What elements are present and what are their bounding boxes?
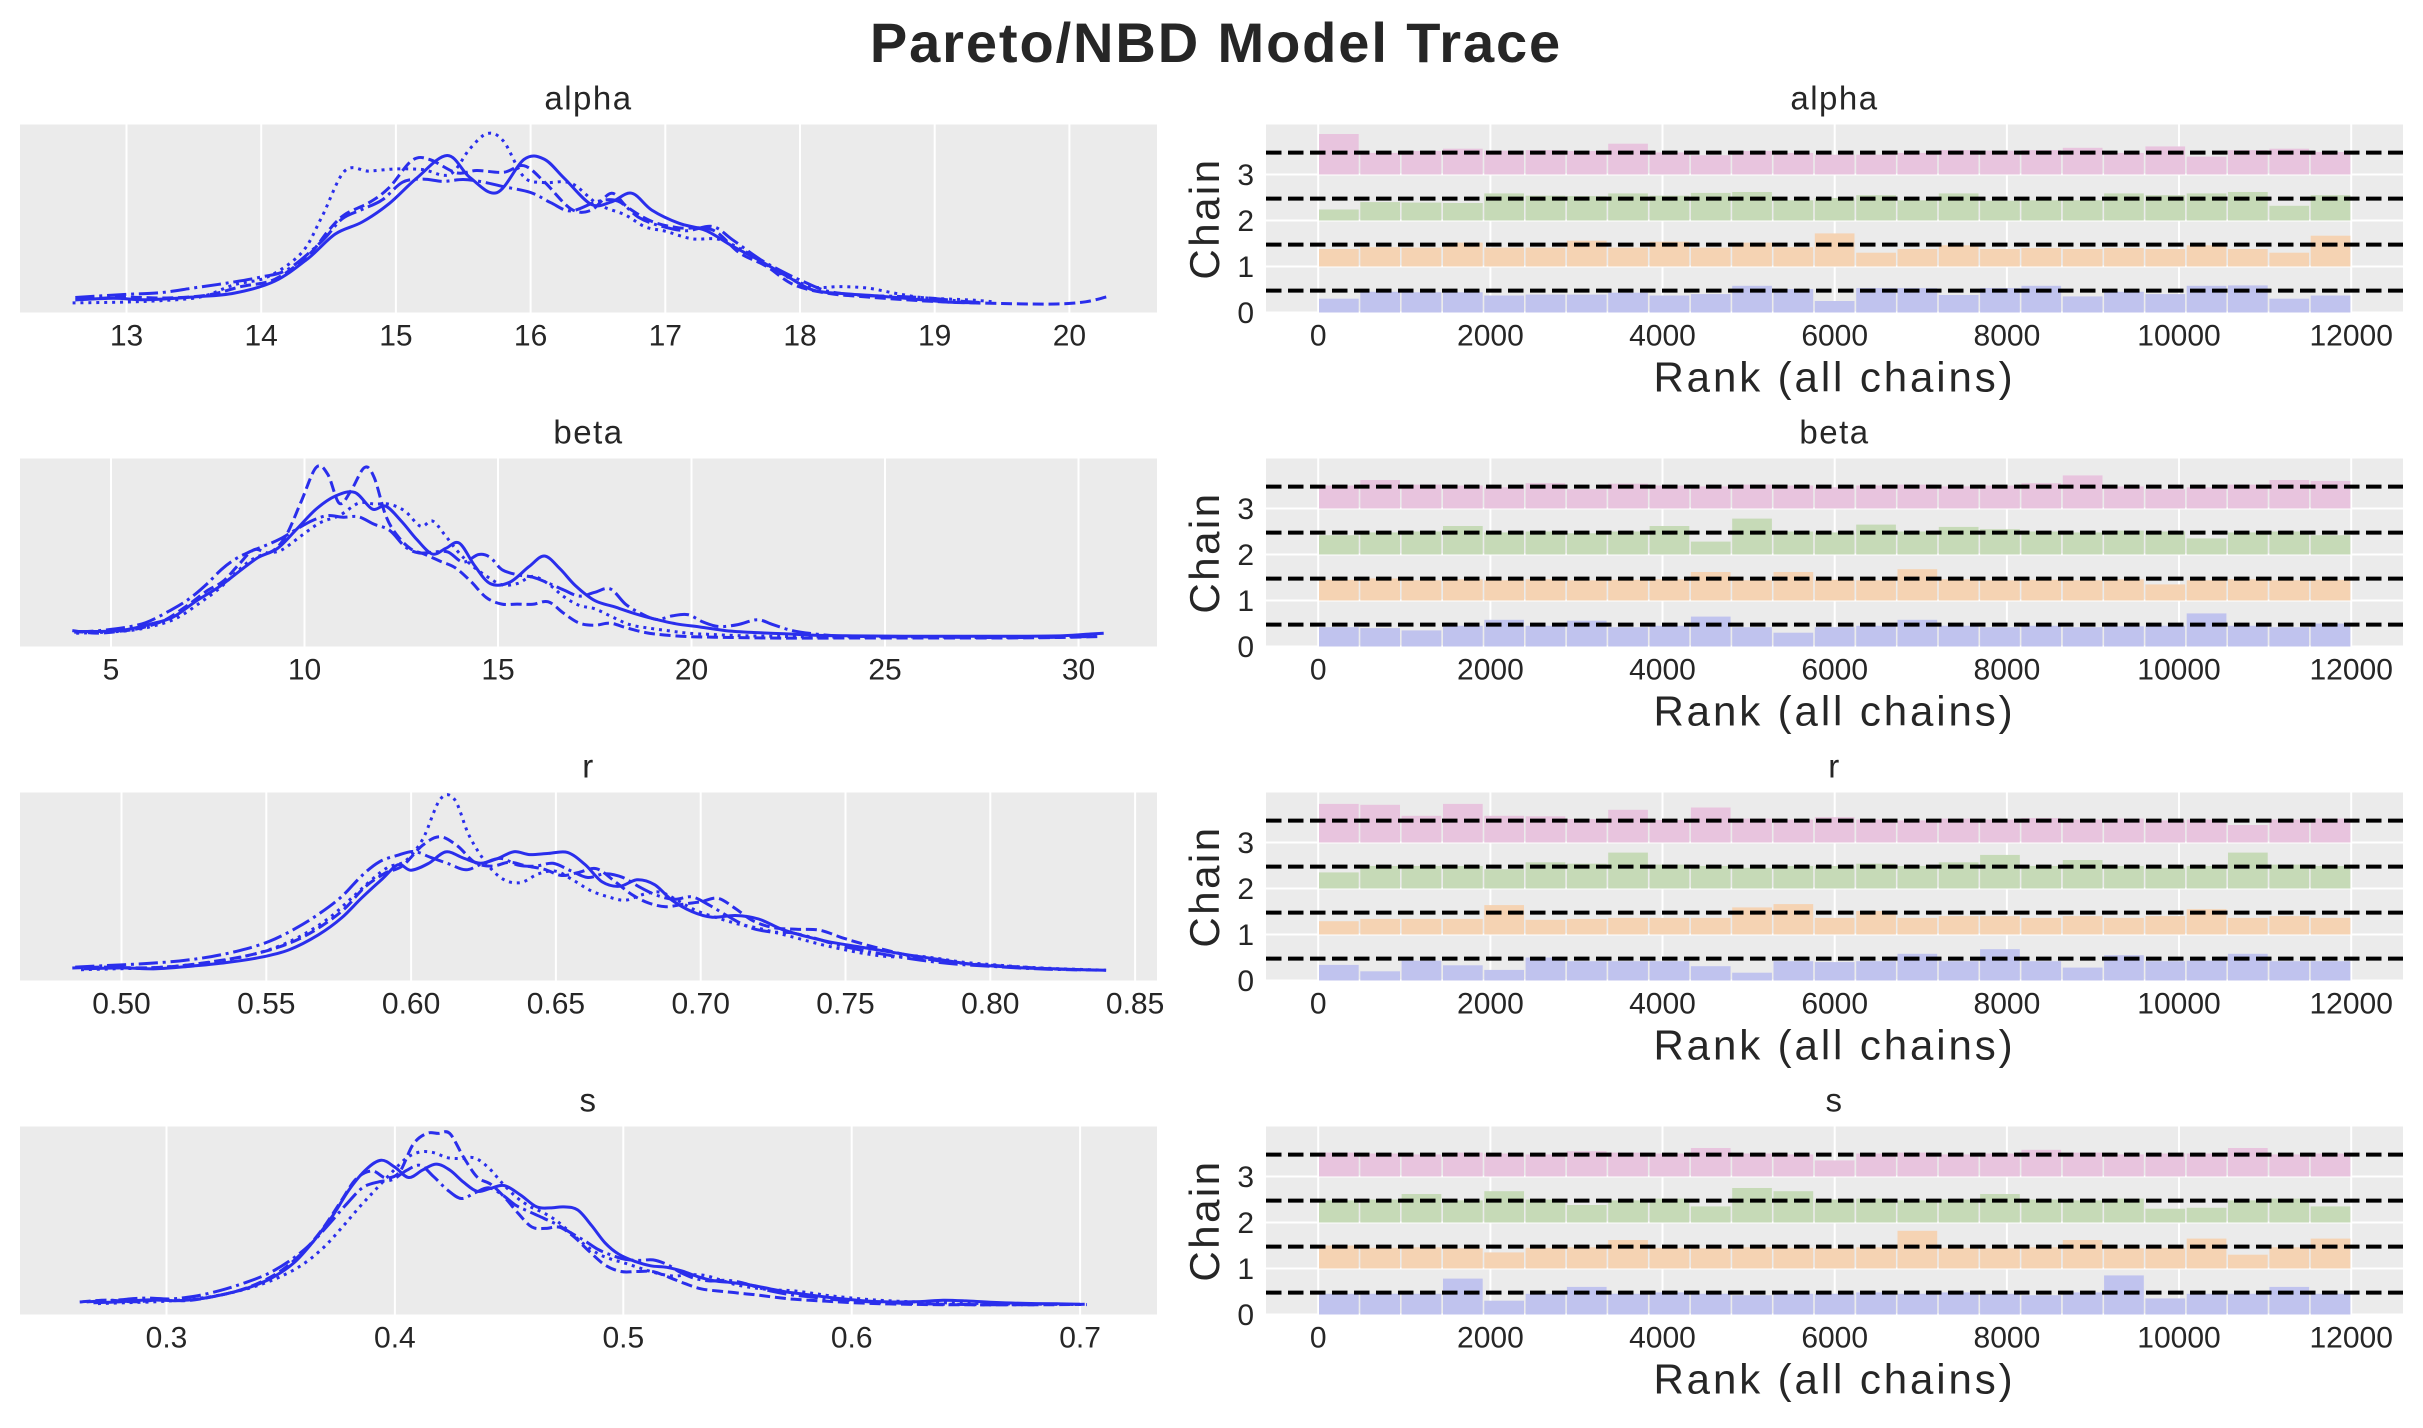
svg-text:Rank (all chains): Rank (all chains) [1653,1022,2015,1069]
svg-text:1: 1 [1237,251,1254,284]
svg-text:r: r [1828,748,1841,785]
svg-text:0: 0 [1310,320,1327,353]
svg-text:15: 15 [481,654,514,687]
svg-text:beta: beta [553,414,623,451]
svg-text:alpha: alpha [1790,80,1878,117]
svg-text:12000: 12000 [2309,654,2392,687]
svg-text:18: 18 [783,320,816,353]
svg-text:10000: 10000 [2137,654,2220,687]
svg-text:Chain: Chain [1181,1159,1228,1281]
svg-text:0.70: 0.70 [672,988,730,1021]
svg-text:4000: 4000 [1629,654,1696,687]
svg-text:16: 16 [514,320,547,353]
svg-text:0.4: 0.4 [374,1322,416,1355]
svg-text:8000: 8000 [1974,320,2041,353]
svg-text:0: 0 [1310,988,1327,1021]
svg-text:1: 1 [1237,1253,1254,1286]
svg-text:4000: 4000 [1629,988,1696,1021]
svg-text:0.7: 0.7 [1059,1322,1101,1355]
svg-text:r: r [582,748,595,785]
svg-text:3: 3 [1237,1161,1254,1194]
svg-text:0.3: 0.3 [146,1322,188,1355]
svg-text:6000: 6000 [1801,654,1868,687]
svg-text:20: 20 [1053,320,1086,353]
svg-text:Rank (all chains): Rank (all chains) [1653,688,2015,735]
svg-text:2: 2 [1237,205,1254,238]
svg-text:6000: 6000 [1801,988,1868,1021]
svg-text:12000: 12000 [2309,988,2392,1021]
svg-text:0.65: 0.65 [527,988,585,1021]
svg-text:0: 0 [1237,297,1254,330]
svg-text:2: 2 [1237,873,1254,906]
svg-text:0: 0 [1237,631,1254,664]
svg-text:0.6: 0.6 [831,1322,873,1355]
svg-text:0.85: 0.85 [1106,988,1164,1021]
svg-text:3: 3 [1237,827,1254,860]
svg-text:alpha: alpha [544,80,632,117]
svg-text:8000: 8000 [1974,988,2041,1021]
svg-text:10000: 10000 [2137,988,2220,1021]
svg-text:s: s [580,1082,598,1119]
svg-text:15: 15 [379,320,412,353]
svg-text:0.55: 0.55 [237,988,295,1021]
svg-text:10000: 10000 [2137,320,2220,353]
svg-text:0: 0 [1237,1299,1254,1332]
svg-text:14: 14 [245,320,278,353]
svg-text:12000: 12000 [2309,1322,2392,1355]
svg-text:Chain: Chain [1181,825,1228,947]
svg-text:10: 10 [288,654,321,687]
svg-text:6000: 6000 [1801,320,1868,353]
svg-text:19: 19 [918,320,951,353]
svg-text:5: 5 [103,654,120,687]
svg-text:2000: 2000 [1457,988,1524,1021]
svg-text:0: 0 [1310,654,1327,687]
svg-text:1: 1 [1237,919,1254,952]
svg-text:8000: 8000 [1974,654,2041,687]
svg-text:30: 30 [1062,654,1095,687]
svg-text:4000: 4000 [1629,320,1696,353]
svg-text:2: 2 [1237,539,1254,572]
svg-text:13: 13 [110,320,143,353]
svg-text:0.60: 0.60 [382,988,440,1021]
svg-text:0: 0 [1237,965,1254,998]
svg-text:12000: 12000 [2309,320,2392,353]
svg-text:2: 2 [1237,1207,1254,1240]
svg-text:2000: 2000 [1457,1322,1524,1355]
svg-text:Rank (all chains): Rank (all chains) [1653,1356,2015,1403]
svg-text:4000: 4000 [1629,1322,1696,1355]
svg-text:10000: 10000 [2137,1322,2220,1355]
svg-text:17: 17 [649,320,682,353]
svg-text:3: 3 [1237,493,1254,526]
svg-text:0.50: 0.50 [92,988,150,1021]
svg-text:Chain: Chain [1181,157,1228,279]
svg-text:2000: 2000 [1457,654,1524,687]
svg-text:3: 3 [1237,159,1254,192]
svg-text:beta: beta [1799,414,1869,451]
svg-text:20: 20 [675,654,708,687]
svg-text:s: s [1826,1082,1844,1119]
svg-text:0.75: 0.75 [816,988,874,1021]
svg-text:0: 0 [1310,1322,1327,1355]
svg-text:0.5: 0.5 [602,1322,644,1355]
svg-text:25: 25 [868,654,901,687]
svg-text:1: 1 [1237,585,1254,618]
svg-text:8000: 8000 [1974,1322,2041,1355]
svg-text:2000: 2000 [1457,320,1524,353]
svg-text:Pareto/NBD Model Trace: Pareto/NBD Model Trace [870,11,1562,74]
svg-text:0.80: 0.80 [961,988,1019,1021]
svg-text:6000: 6000 [1801,1322,1868,1355]
svg-text:Chain: Chain [1181,491,1228,613]
svg-text:Rank (all chains): Rank (all chains) [1653,354,2015,401]
